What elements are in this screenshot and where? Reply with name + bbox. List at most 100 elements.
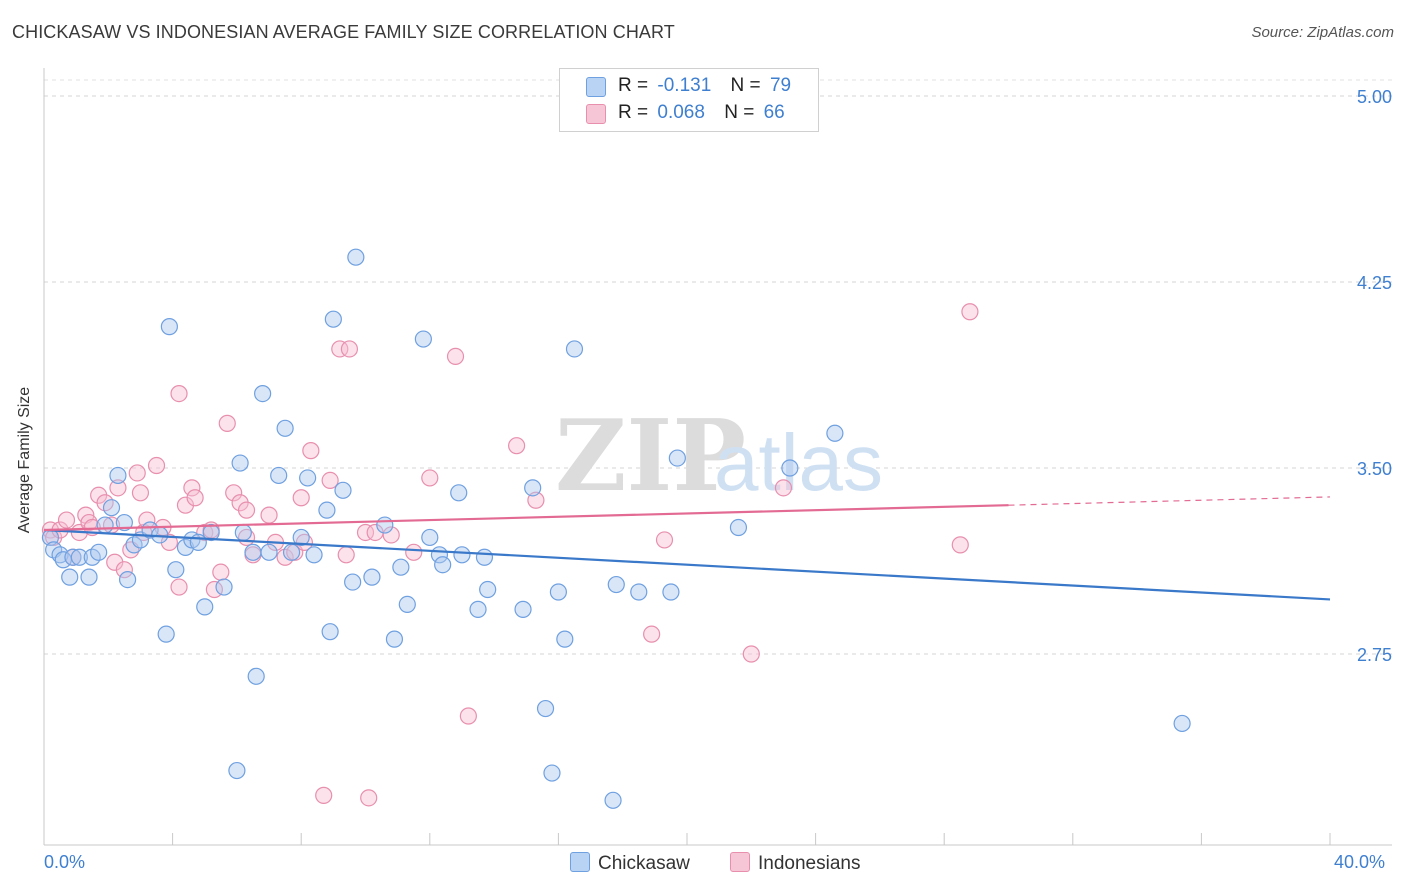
indonesians-point <box>961 303 979 321</box>
chickasaw-point <box>565 340 584 358</box>
indonesians-point <box>405 543 423 561</box>
indonesians-point <box>131 484 150 502</box>
chickasaw-point <box>392 558 410 576</box>
r-label: R = <box>618 102 649 123</box>
chickasaw-point <box>543 764 561 782</box>
chickasaw-point <box>385 630 404 648</box>
indonesians-point <box>446 347 465 365</box>
chart-title: CHICKASAW VS INDONESIAN AVERAGE FAMILY S… <box>12 22 675 42</box>
chickasaw-point <box>157 625 175 643</box>
y-tick-label: 2.75 <box>1357 645 1392 665</box>
chickasaw-point <box>556 630 574 648</box>
indonesians-point <box>655 531 674 549</box>
bottom-legend-indonesians: Indonesians <box>730 852 860 875</box>
chickasaw-point <box>607 575 625 594</box>
chickasaw-point <box>729 518 748 537</box>
indonesians-legend-label: Indonesians <box>758 853 861 874</box>
chickasaw-point <box>61 568 79 586</box>
indonesians-point <box>382 526 400 544</box>
x-min-label: 0.0% <box>44 852 86 872</box>
indonesians-point <box>225 484 243 502</box>
chickasaw-point <box>115 513 133 532</box>
chickasaw-swatch <box>586 77 606 97</box>
chickasaw-point <box>363 568 381 586</box>
chickasaw-point <box>305 546 323 564</box>
indonesians-point <box>260 506 278 524</box>
indonesians-point <box>315 786 333 804</box>
axes <box>43 68 1392 846</box>
correlation-legend: R = -0.131 N = 79 R = 0.068 N = 66 <box>559 68 819 132</box>
indonesians-point <box>340 340 359 358</box>
chickasaw-point <box>109 466 127 485</box>
chickasaw-point <box>630 583 648 601</box>
chickasaw-point <box>196 598 214 616</box>
chickasaw-point <box>321 623 339 641</box>
y-tick-label: 4.25 <box>1357 273 1392 293</box>
y-tick-label: 5.00 <box>1357 87 1392 107</box>
chickasaw-point <box>231 454 249 472</box>
indonesians-point <box>302 442 320 460</box>
chickasaw-point <box>524 479 542 497</box>
x-max-label: 40.0% <box>1334 852 1386 872</box>
indonesians-point <box>321 471 339 489</box>
source-label: Source: ZipAtlas.com <box>1251 24 1394 41</box>
indonesians-point <box>183 479 201 497</box>
chickasaw-point <box>215 578 233 596</box>
chickasaw-r-value: -0.131 <box>657 75 712 96</box>
indonesians-point <box>508 437 526 455</box>
y-tick-label: 3.50 <box>1357 459 1392 479</box>
chickasaw-point <box>247 667 265 685</box>
indonesians-point <box>186 489 204 507</box>
chickasaw-point <box>118 570 137 589</box>
chickasaw-point <box>826 424 844 442</box>
indonesians-point <box>459 707 477 725</box>
chickasaw-point <box>254 385 272 403</box>
r-label: R = <box>618 75 649 96</box>
chickasaw-point <box>276 419 294 437</box>
chickasaw-point <box>781 459 799 477</box>
y-tick-labels: 2.75 3.50 4.25 5.00 <box>1357 87 1392 665</box>
indonesians-point <box>356 523 375 542</box>
indonesians-point <box>774 479 793 497</box>
indonesians-n-value: 66 <box>763 102 785 123</box>
chickasaw-point <box>434 556 452 574</box>
chickasaw-point <box>96 516 114 534</box>
chickasaw-point <box>453 546 471 564</box>
chickasaw-point <box>80 568 98 586</box>
chickasaw-legend-swatch <box>570 852 590 872</box>
chickasaw-point <box>228 761 246 780</box>
indonesians-point <box>218 414 236 432</box>
indonesians-point <box>643 625 661 643</box>
chickasaw-point <box>549 583 568 601</box>
chickasaw-point <box>414 330 432 348</box>
chickasaw-n-value: 79 <box>769 75 792 96</box>
chickasaw-point <box>244 543 262 561</box>
chickasaw-point <box>662 583 680 601</box>
chickasaw-point <box>347 248 365 266</box>
indonesians-point <box>128 464 146 482</box>
indonesians-point <box>147 456 166 475</box>
chickasaw-point <box>260 543 278 561</box>
watermark-atlas: atlas <box>714 418 883 507</box>
indonesians-r-value: 0.068 <box>657 102 705 123</box>
indonesians-point <box>115 561 133 579</box>
chickasaw-point <box>398 595 416 614</box>
indonesians-point <box>742 645 760 663</box>
chickasaw-point <box>234 523 252 542</box>
indonesians-trend-extension <box>1008 496 1331 506</box>
chickasaw-point <box>299 469 317 487</box>
chickasaw-trend-line <box>43 528 1331 601</box>
chickasaw-point <box>141 521 159 539</box>
chickasaw-point <box>604 791 622 809</box>
n-label: N = <box>724 102 755 123</box>
watermark: ZIP atlas <box>555 399 883 514</box>
indonesians-trend-line <box>43 504 1009 532</box>
chickasaw-point <box>469 600 487 618</box>
grid-lines <box>44 79 1392 655</box>
bottom-legend-chickasaw: Chickasaw <box>570 852 690 875</box>
chickasaw-point <box>102 499 121 517</box>
chickasaw-point <box>344 573 362 591</box>
chickasaw-point <box>450 484 468 502</box>
indonesians-point <box>360 789 378 807</box>
chickasaw-point <box>318 501 336 519</box>
